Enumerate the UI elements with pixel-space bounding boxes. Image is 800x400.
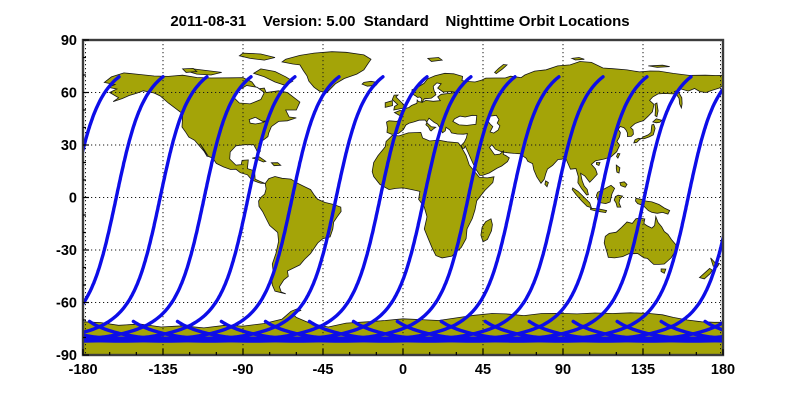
landmass-madagascar [480, 218, 493, 243]
landmass-tasmania [660, 268, 667, 274]
landmass-ellesmere [238, 52, 276, 61]
y-tick-label: -30 [56, 243, 77, 259]
orbit-track [175, 75, 517, 343]
x-tick-label: 0 [399, 362, 407, 378]
water-body-caspian-sea [486, 114, 501, 134]
orbit-track [659, 319, 723, 341]
orbit-track [263, 75, 605, 343]
landmass-south-america [258, 176, 342, 295]
landmass-eurasia [386, 61, 723, 196]
orbit-track [219, 75, 561, 343]
landmass-taiwan [616, 152, 621, 159]
orbit-track [83, 75, 165, 307]
x-tick-label: -90 [233, 362, 254, 378]
landmass-greenland [281, 51, 372, 94]
landmass-sakhalin [654, 102, 659, 118]
orbit-track [83, 75, 209, 335]
y-tick-label: 0 [69, 191, 77, 207]
y-axis-labels: 90 60 30 0 -30 -60 -90 [56, 33, 77, 364]
landmass-hainan [596, 162, 601, 167]
landmass-nz-south [698, 267, 713, 280]
orbit-track [483, 319, 723, 343]
y-tick-label: 60 [61, 86, 77, 102]
orbit-tracks [83, 75, 800, 343]
orbit-track [83, 75, 385, 343]
x-tick-label: 90 [555, 362, 571, 378]
landmass-hispaniola [270, 162, 282, 167]
landmass-svalbard [426, 57, 444, 62]
landmass-sumatra [571, 187, 593, 209]
landmass-sri-lanka [544, 180, 549, 188]
landmass-luzon [615, 164, 621, 174]
water-body-great-lakes [248, 116, 268, 125]
y-tick-label: -60 [56, 296, 77, 312]
axis-ticks [82, 39, 724, 356]
orbit-track [83, 75, 297, 343]
x-axis-labels: -180 -135 -90 -45 0 45 90 135 180 [68, 362, 735, 378]
landmass-sulawesi [613, 194, 624, 208]
x-tick-label: -135 [148, 362, 177, 378]
orbit-track [703, 319, 723, 332]
x-tick-label: 45 [475, 362, 491, 378]
orbit-track [131, 75, 473, 343]
landmass-mindanao [619, 181, 628, 188]
landmass-australia [603, 215, 677, 265]
landmass-cuba [252, 156, 267, 163]
water-body-black-sea [452, 114, 478, 126]
orbit-track [307, 75, 649, 343]
x-tick-label: -180 [68, 362, 97, 378]
orbit-track [83, 75, 253, 341]
x-tick-label: 180 [711, 362, 735, 378]
y-tick-label: 90 [61, 33, 77, 49]
orbit-track [83, 75, 121, 157]
plot-title: 2011-08-31 Version: 5.00 Standard Nightt… [170, 13, 630, 30]
landmass-ireland [384, 100, 393, 108]
landmass-severnaya-zemlya [570, 57, 585, 61]
y-tick-label: 30 [61, 138, 77, 154]
landmass-honshu-kyushu [633, 123, 656, 144]
orbit-track [83, 75, 341, 343]
x-tick-label: -45 [313, 362, 334, 378]
landmass-hokkaido [651, 118, 663, 124]
landmass-banks-island [181, 67, 198, 73]
orbit-track [395, 86, 723, 343]
y-tick-label: -90 [56, 348, 77, 364]
orbit-track [749, 77, 800, 341]
orbit-track [439, 231, 723, 343]
x-tick-label: 135 [631, 362, 655, 378]
landmass-novaya-zemlya [493, 64, 508, 75]
landmass-new-siberian-islands [648, 64, 670, 68]
orbit-track [87, 75, 429, 343]
orbit-track [351, 75, 693, 343]
